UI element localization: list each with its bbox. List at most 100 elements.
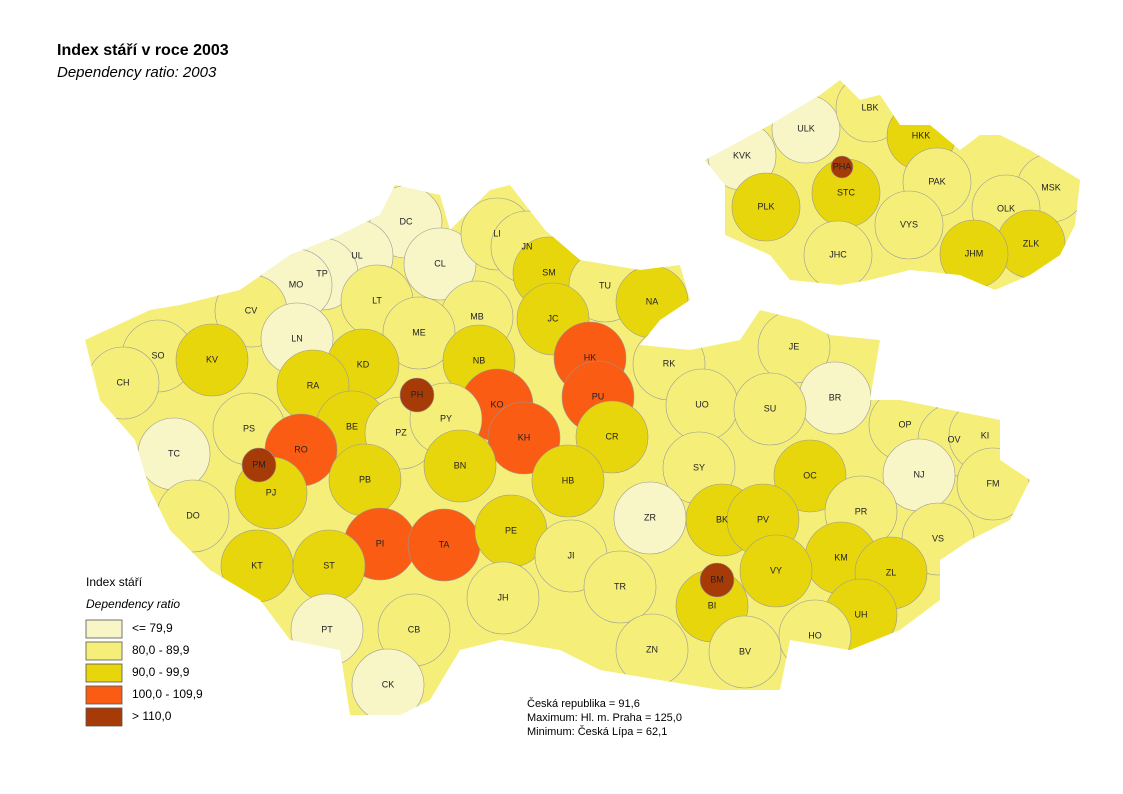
district-label: BK [716, 514, 728, 524]
legend-swatch [85, 619, 123, 639]
district-label: NJ [914, 469, 925, 479]
district-label: LBK [861, 102, 878, 112]
district-area [773, 439, 847, 513]
district-label: TC [168, 448, 180, 458]
district-label: RO [294, 444, 308, 454]
district-label: ME [412, 327, 426, 337]
district-area [531, 444, 605, 518]
district-label: OP [898, 419, 911, 429]
district-label: MB [470, 311, 484, 321]
district-area [733, 372, 807, 446]
district-label: LI [493, 228, 501, 238]
district-label: KVK [733, 150, 751, 160]
district-label: CK [382, 679, 395, 689]
district-area [403, 227, 477, 301]
district-area [874, 190, 944, 260]
district-label: ZR [644, 512, 656, 522]
district-label: PZ [395, 427, 407, 437]
district-area [423, 429, 497, 503]
stat-line: Maximum: Hl. m. Praha = 125,0 [527, 712, 682, 724]
district-label: JHC [829, 249, 847, 259]
legend-label: 90,0 - 99,9 [132, 665, 190, 679]
district-label: TP [316, 268, 328, 278]
district-area [575, 400, 649, 474]
district-label: SU [764, 403, 777, 413]
district-area [583, 550, 657, 624]
district-label: PT [321, 624, 333, 634]
district-area [241, 447, 277, 483]
district-label: OLK [997, 203, 1015, 213]
district-label: HO [808, 630, 822, 640]
district-label: CB [408, 624, 421, 634]
district-label: ZN [646, 644, 658, 654]
district-area [699, 562, 735, 598]
district-label: DO [186, 510, 200, 520]
district-label: RA [307, 380, 320, 390]
district-label: SM [542, 267, 556, 277]
district-label: PH [411, 389, 424, 399]
district-label: ULK [797, 123, 815, 133]
legend-swatch [85, 685, 123, 705]
district-label: BR [829, 392, 842, 402]
legend-swatch [85, 641, 123, 661]
stats: Česká republika = 91,6 Maximum: Hl. m. Pr… [527, 697, 682, 738]
district-label: BM [710, 574, 724, 584]
district-label: SY [693, 462, 705, 472]
district-label: BE [346, 421, 358, 431]
district-label: TA [439, 539, 450, 549]
district-area [351, 648, 425, 715]
legend-label: 80,0 - 89,9 [132, 643, 190, 657]
stat-line: Minimum: Česká Lípa = 62,1 [527, 725, 667, 738]
district-label: PS [243, 423, 255, 433]
district-label: JH [498, 592, 509, 602]
district-label: ZLK [1023, 238, 1040, 248]
district-label: PJ [266, 487, 277, 497]
legend-label: 100,0 - 109,9 [132, 687, 203, 701]
district-label: STC [837, 187, 856, 197]
district-label: OV [947, 434, 960, 444]
district-label: BI [708, 600, 717, 610]
legend-label: <= 79,9 [132, 621, 173, 635]
district-label: MO [289, 279, 304, 289]
district-label: HB [562, 475, 575, 485]
legend-swatch [85, 707, 123, 727]
district-label: CV [245, 305, 258, 315]
district-area [739, 534, 813, 608]
district-label: FM [987, 478, 1000, 488]
district-label: HK [584, 352, 597, 362]
legend: <= 79,9 80,0 - 89,9 90,0 - 99,9 100,0 - 109… [85, 619, 203, 727]
district-label: TR [614, 581, 626, 591]
district-label: LN [291, 333, 303, 343]
district-area [830, 155, 854, 179]
district-label: PR [855, 506, 868, 516]
district-label: JC [548, 313, 560, 323]
subtitle: Dependency ratio: 2003 [57, 64, 217, 81]
district-area [731, 172, 801, 242]
district-label: PM [252, 459, 266, 469]
district-label: KD [357, 359, 370, 369]
district-label: PU [592, 391, 605, 401]
district-label: UL [351, 250, 363, 260]
district-label: VY [770, 565, 782, 575]
district-label: BN [454, 460, 467, 470]
district-label: PB [359, 474, 371, 484]
district-label: JN [522, 241, 533, 251]
district-label: UO [695, 399, 709, 409]
district-label: PE [505, 525, 517, 535]
legend-swatch [85, 663, 123, 683]
district-label: CH [117, 377, 130, 387]
district-area [399, 377, 435, 413]
stat-line: Česká republika = 91,6 [527, 697, 640, 710]
district-label: ST [323, 560, 335, 570]
district-label: KT [251, 560, 263, 570]
district-label: JI [567, 550, 574, 560]
district-label: PLK [757, 201, 774, 211]
district-label: KM [834, 552, 848, 562]
district-label: SO [151, 350, 164, 360]
district-label: ZL [886, 567, 897, 577]
district-label: CL [434, 258, 446, 268]
district-label: JE [789, 341, 800, 351]
district-label: PI [376, 538, 385, 548]
title: Index stáří v roce 2003 [57, 42, 229, 59]
labels: DC UL CL LI JN SM TU NA TP MO CV LT MB JC SO KV LN ME KD NB… [117, 102, 1061, 689]
